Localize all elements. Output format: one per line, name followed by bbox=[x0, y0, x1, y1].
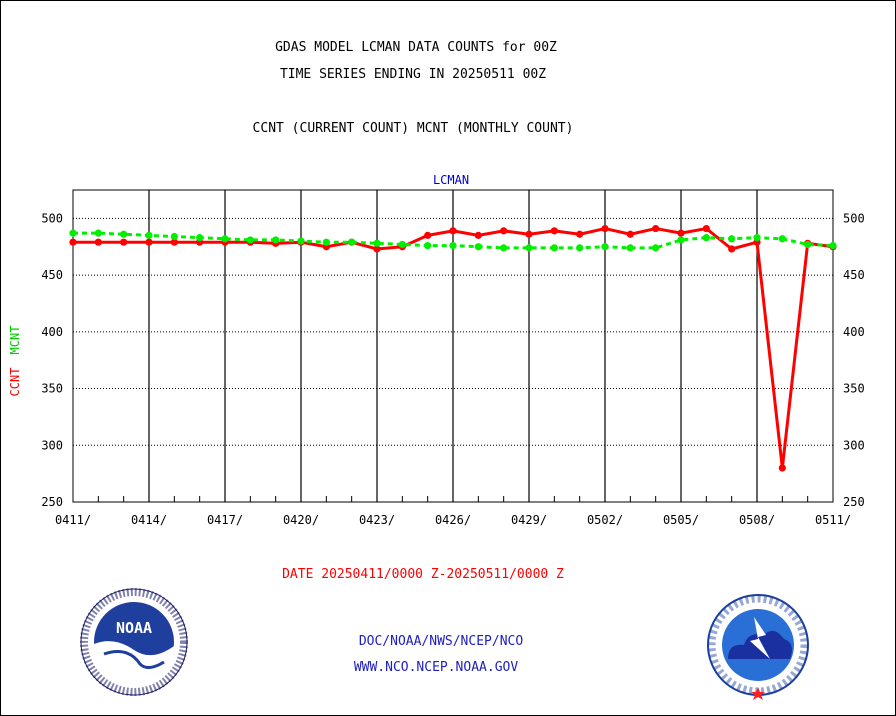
noaa-logo-text: NOAA bbox=[116, 619, 152, 637]
data-point-mcnt bbox=[778, 235, 786, 243]
data-point-mcnt bbox=[652, 244, 660, 252]
data-point-mcnt bbox=[373, 239, 381, 247]
chart-title-line2: TIME SERIES ENDING IN 20250511 00Z bbox=[280, 67, 546, 82]
data-point-mcnt bbox=[69, 229, 77, 237]
plot-title: LCMAN bbox=[433, 173, 469, 187]
x-tick-label: 0511/ bbox=[815, 513, 851, 527]
website: WWW.NCO.NCEP.NOAA.GOV bbox=[354, 660, 519, 675]
data-point-ccnt bbox=[576, 230, 584, 238]
x-tick-label: 0423/ bbox=[359, 513, 395, 527]
data-point-mcnt bbox=[94, 229, 102, 237]
data-point-mcnt bbox=[322, 238, 330, 246]
data-point-mcnt bbox=[829, 241, 837, 250]
data-point-mcnt bbox=[120, 230, 128, 238]
noaa-logo-icon: NOAA bbox=[80, 588, 188, 696]
data-point-mcnt bbox=[246, 236, 254, 244]
x-tick-label: 0411/ bbox=[55, 513, 91, 527]
data-point-ccnt bbox=[69, 238, 77, 246]
x-tick-label: 0414/ bbox=[131, 513, 167, 527]
data-point-ccnt bbox=[626, 230, 634, 238]
y-tick-label-left: 300 bbox=[41, 438, 63, 452]
x-tick-label: 0508/ bbox=[739, 513, 775, 527]
data-point-ccnt bbox=[170, 238, 178, 246]
data-point-mcnt bbox=[145, 231, 153, 239]
data-point-mcnt bbox=[677, 236, 685, 244]
data-point-mcnt bbox=[196, 234, 204, 242]
data-point-mcnt bbox=[297, 237, 305, 245]
x-tick-label: 0426/ bbox=[435, 513, 471, 527]
data-point-mcnt bbox=[474, 243, 482, 251]
data-point-mcnt bbox=[753, 234, 761, 242]
data-point-ccnt bbox=[677, 229, 685, 237]
y-tick-label-right: 500 bbox=[843, 211, 865, 225]
y-tick-label-left: 500 bbox=[41, 211, 63, 225]
x-tick-label: 0420/ bbox=[283, 513, 319, 527]
y-tick-label-left: 450 bbox=[41, 268, 63, 282]
y-tick-label-right: 300 bbox=[843, 438, 865, 452]
x-tick-label: 0429/ bbox=[511, 513, 547, 527]
axis-ticks bbox=[72, 496, 834, 502]
y-tick-label-right: 400 bbox=[843, 325, 865, 339]
data-point-ccnt bbox=[145, 238, 153, 246]
data-point-mcnt bbox=[221, 235, 229, 243]
x-tick-label: 0417/ bbox=[207, 513, 243, 527]
data-point-mcnt bbox=[550, 244, 558, 252]
data-point-mcnt bbox=[348, 238, 356, 246]
data-point-mcnt bbox=[804, 240, 812, 249]
nws-logo-icon bbox=[707, 594, 809, 700]
y-label-mcnt: MCNT bbox=[8, 326, 22, 355]
axis-tick-labels: 250 250 300 300 350 350 400 400 450 450 500 500 0411… bbox=[41, 211, 864, 527]
series-lines bbox=[69, 224, 837, 472]
y-tick-label-left: 350 bbox=[41, 382, 63, 396]
data-point-ccnt bbox=[728, 245, 736, 253]
chart-subtitle: CCNT (CURRENT COUNT) MCNT (MONTHLY COUNT… bbox=[253, 121, 574, 136]
y-tick-label-right: 250 bbox=[843, 495, 865, 509]
data-point-ccnt bbox=[601, 224, 609, 233]
y-label-ccnt: CCNT bbox=[8, 368, 22, 397]
data-point-ccnt bbox=[94, 238, 102, 246]
data-point-ccnt bbox=[449, 227, 457, 235]
x-tick-label: 0505/ bbox=[663, 513, 699, 527]
data-point-mcnt bbox=[500, 244, 508, 252]
data-point-mcnt bbox=[170, 232, 178, 241]
data-point-mcnt bbox=[424, 241, 432, 250]
data-point-mcnt bbox=[601, 243, 609, 251]
data-point-mcnt bbox=[728, 235, 736, 243]
data-point-ccnt bbox=[120, 238, 128, 246]
data-point-mcnt bbox=[702, 234, 710, 242]
y-tick-label-left: 250 bbox=[41, 495, 63, 509]
y-tick-label-right: 450 bbox=[843, 268, 865, 282]
data-point-ccnt bbox=[525, 230, 533, 238]
data-point-ccnt bbox=[652, 224, 660, 233]
data-point-mcnt bbox=[272, 236, 280, 244]
data-point-mcnt bbox=[576, 244, 584, 252]
date-range: DATE 20250411/0000 Z-20250511/0000 Z bbox=[282, 567, 564, 582]
data-point-ccnt bbox=[474, 231, 482, 239]
data-point-ccnt bbox=[373, 245, 381, 253]
grid bbox=[73, 190, 833, 502]
chart-title-line1: GDAS MODEL LCMAN DATA COUNTS for 00Z bbox=[275, 40, 557, 55]
data-point-ccnt bbox=[424, 231, 432, 239]
y-tick-label-left: 400 bbox=[41, 325, 63, 339]
x-tick-label: 0502/ bbox=[587, 513, 623, 527]
data-point-ccnt bbox=[500, 227, 508, 235]
data-point-ccnt bbox=[702, 224, 710, 233]
data-point-ccnt bbox=[550, 227, 558, 235]
data-point-mcnt bbox=[398, 240, 406, 249]
data-point-mcnt bbox=[525, 244, 533, 252]
org-path: DOC/NOAA/NWS/NCEP/NCO bbox=[359, 634, 524, 649]
data-point-mcnt bbox=[626, 244, 634, 252]
data-point-mcnt bbox=[449, 241, 457, 250]
data-point-ccnt bbox=[778, 464, 786, 472]
y-tick-label-right: 350 bbox=[843, 382, 865, 396]
y-axis-label: CCNT MCNT bbox=[8, 326, 22, 397]
